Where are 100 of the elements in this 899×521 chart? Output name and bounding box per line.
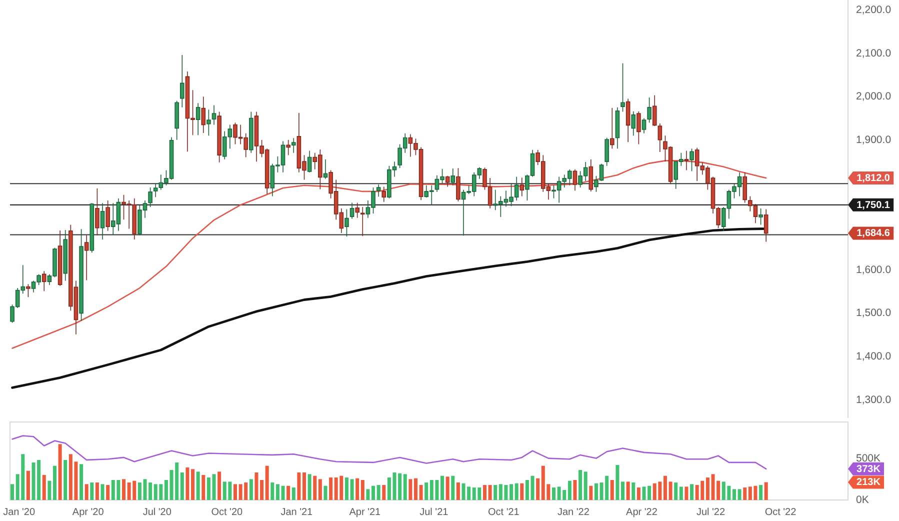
candlestick [79,228,84,322]
bar [690,484,694,500]
bar [52,466,56,500]
candlestick [382,186,386,202]
candlestick [63,230,68,282]
bar [738,489,742,500]
bar [233,484,237,500]
candlestick [286,140,290,156]
bar [106,484,110,500]
bar [292,487,296,500]
bar [408,479,412,500]
candlestick [572,168,578,191]
bar [196,472,200,500]
candlestick [100,202,105,240]
y-tick-label: 2,100.0 [856,47,892,60]
candlestick [764,208,768,242]
candlestick [344,208,349,237]
bar [324,486,328,500]
y-tick-label: 1,684.6 [856,228,890,239]
bar [679,486,683,500]
bar [122,479,126,500]
bar [488,484,492,500]
candlestick [355,202,360,218]
bar [451,476,455,500]
candlestick [196,102,200,136]
candlestick [58,230,62,286]
bar [84,484,88,500]
bar [514,483,518,500]
bar [260,480,264,500]
candlestick [350,202,354,220]
candlestick [647,97,652,123]
bar [446,476,450,500]
candlestick [206,109,211,136]
candlestick [652,94,657,126]
candlestick [642,118,646,134]
line-series [12,160,767,349]
x-tick-label: Jan '20 [3,506,36,518]
candlestick [148,187,152,208]
bar [186,467,190,500]
bar [552,487,556,500]
bar [594,483,598,500]
bar [313,476,317,500]
bar [350,479,354,500]
line-series [12,435,767,470]
bar [610,480,614,500]
bar [58,444,62,500]
candlestick [631,110,636,136]
candlestick [376,184,381,198]
y-tick-label: 1,300.0 [856,394,892,406]
bar [48,480,52,500]
x-tick-label: Jan '21 [280,506,314,518]
candlestick [360,206,365,236]
y-tick-label: 1,812.0 [856,172,890,184]
bar [632,482,636,500]
candlestick [636,110,641,145]
bar [95,482,99,500]
bar [573,480,577,500]
bar [414,478,418,500]
x-tick-label: Apr '21 [349,506,382,518]
bar [520,483,524,500]
bar [270,482,274,500]
bar [265,466,269,500]
candlestick [307,150,312,173]
bar [568,480,572,500]
bar [674,482,678,500]
y-tick-label: 213K [856,476,882,488]
bar [64,460,68,500]
bar [191,469,195,500]
bar [249,479,253,500]
bar [297,472,301,500]
bar [621,482,625,500]
candlestick [291,138,296,154]
y-tick-label: 2,000.0 [856,90,892,103]
candlestick [758,208,763,226]
candlestick [610,107,614,149]
candlestick [212,104,216,126]
bar [732,489,736,500]
x-tick-label: Oct '21 [488,506,520,518]
candlestick [742,172,748,204]
x-tick-label: Jul '22 [696,506,726,518]
bar [759,484,763,500]
bar [743,487,747,500]
y-tick-label: 1,600.0 [856,264,892,276]
bar [180,472,184,500]
candlestick [690,148,694,172]
bar [276,484,280,500]
bar [636,487,640,500]
candlestick [445,175,450,188]
bar [494,484,498,500]
bar [90,482,94,500]
x-tick-label: Apr '20 [72,506,104,518]
x-tick-label: Jul '21 [420,506,449,518]
bar [26,470,30,500]
candlestick [42,270,46,292]
x-tick-label: Jul '20 [142,506,172,518]
bar [376,484,380,500]
candlestick [217,111,222,163]
bar [424,482,428,500]
x-tick-label: Oct '20 [211,506,244,518]
bar [281,486,285,500]
